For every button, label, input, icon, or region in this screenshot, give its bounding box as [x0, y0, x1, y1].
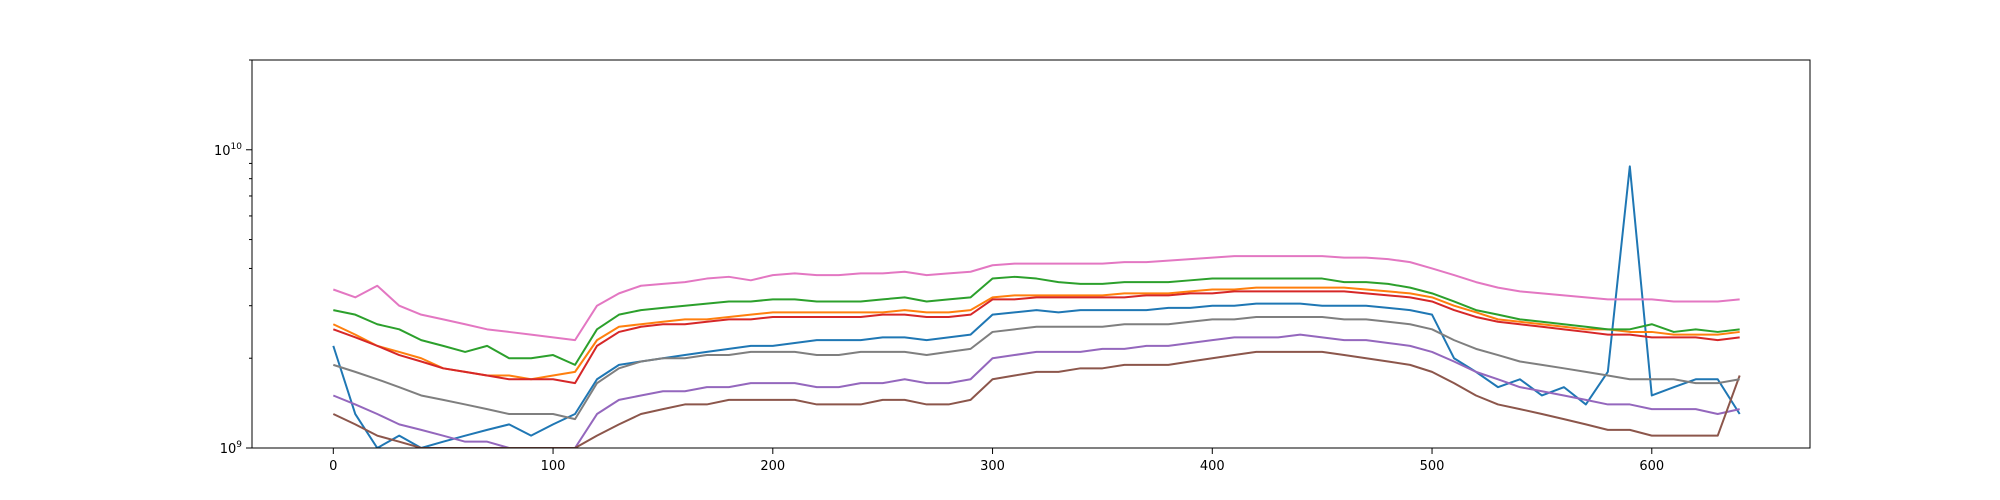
series-line-4: [332, 290, 1740, 385]
x-tick-label: 300: [980, 459, 1005, 474]
series-line-2: [332, 286, 1740, 381]
plot-frame: [251, 59, 1811, 449]
y-axis: 109 1010: [214, 59, 252, 457]
series-line-6: [332, 350, 1741, 448]
series-layer: [332, 165, 1741, 448]
x-tick-label: 500: [1420, 459, 1445, 474]
series-line-7: [332, 255, 1740, 342]
x-tick-label: 0: [329, 459, 337, 474]
x-tick-label: 100: [541, 459, 566, 474]
y-tick-label: 1010: [214, 142, 242, 159]
x-axis: 0 100 200 300 400 500 600: [329, 448, 1664, 474]
series-line-1: [332, 165, 1741, 448]
series-line-5: [332, 333, 1740, 448]
x-tick-label: 400: [1200, 459, 1225, 474]
series-line-3: [333, 275, 1740, 366]
x-tick-label: 600: [1639, 459, 1664, 474]
series-line-8: [333, 315, 1740, 421]
y-tick-label: 109: [220, 440, 243, 457]
x-tick-label: 200: [760, 459, 785, 474]
